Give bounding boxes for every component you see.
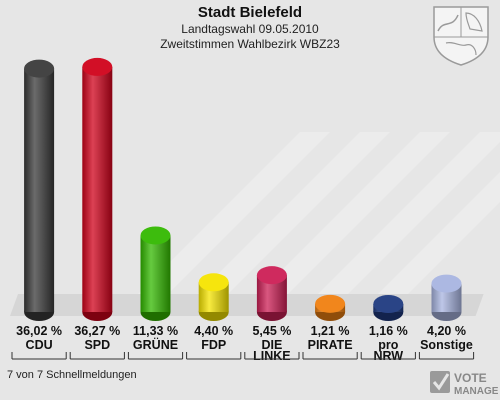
category-label: pro: [378, 338, 399, 352]
value-label: 1,16 %: [369, 324, 408, 338]
value-label: 36,27 %: [74, 324, 120, 338]
value-label: 4,20 %: [427, 324, 466, 338]
chart-backdrop: [10, 132, 500, 316]
chart-subtitle-election: Landtagswahl 09.05.2010: [181, 22, 319, 36]
bar-pirate: [315, 294, 346, 321]
chart-title: Stadt Bielefeld: [197, 4, 303, 21]
bar-spd: [82, 57, 113, 321]
bar-fdp: [198, 273, 229, 321]
ballot-check-icon: [430, 371, 450, 393]
bar-cdu: [24, 59, 55, 321]
bar-pro-nrw: [373, 295, 404, 321]
category-label: SPD: [84, 338, 110, 352]
value-label: 5,45 %: [252, 324, 291, 338]
category-label: PIRATE: [308, 338, 353, 352]
bar-sonstige: [431, 274, 462, 321]
report-status: 7 von 7 Schnellmeldungen: [7, 369, 137, 381]
chart-header: Stadt Bielefeld Landtagswahl 09.05.2010 …: [0, 4, 500, 52]
category-label: NRW: [373, 349, 403, 363]
bar-die-linke: [256, 266, 287, 321]
background-stripe: [120, 132, 330, 312]
bar-grüne: [140, 226, 171, 321]
coat-of-arms-icon: [433, 6, 489, 66]
value-label: 4,40 %: [194, 324, 233, 338]
background-stripe: [180, 132, 390, 312]
category-label: DIE: [261, 338, 282, 352]
value-label: 11,33 %: [133, 324, 178, 338]
category-label: CDU: [26, 338, 53, 352]
chart-subtitle-district: Zweitstimmen Wahlbezirk WBZ23: [160, 37, 340, 51]
value-label: 36,02 %: [16, 324, 62, 338]
background-stripe: [240, 132, 450, 312]
logo-text-vote: VOTE: [454, 371, 487, 385]
category-label: FDP: [201, 338, 226, 352]
chart-bars: [24, 57, 462, 321]
category-label: Sonstige: [420, 338, 473, 352]
category-label: GRÜNE: [133, 337, 178, 352]
chart-labels: 36,02 %CDU 36,27 %SPD 11,33 %GRÜNE 4,40 %FD…: [11, 324, 475, 363]
logo-text-manager: MANAGER: [454, 386, 498, 397]
chart-floor: [10, 294, 484, 316]
background-stripe: [360, 172, 500, 312]
votemanager-logo: VOTE MANAGER: [430, 371, 498, 397]
category-label: LINKE: [253, 349, 291, 363]
background-stripe: [300, 132, 500, 312]
value-label: 1,21 %: [311, 324, 350, 338]
